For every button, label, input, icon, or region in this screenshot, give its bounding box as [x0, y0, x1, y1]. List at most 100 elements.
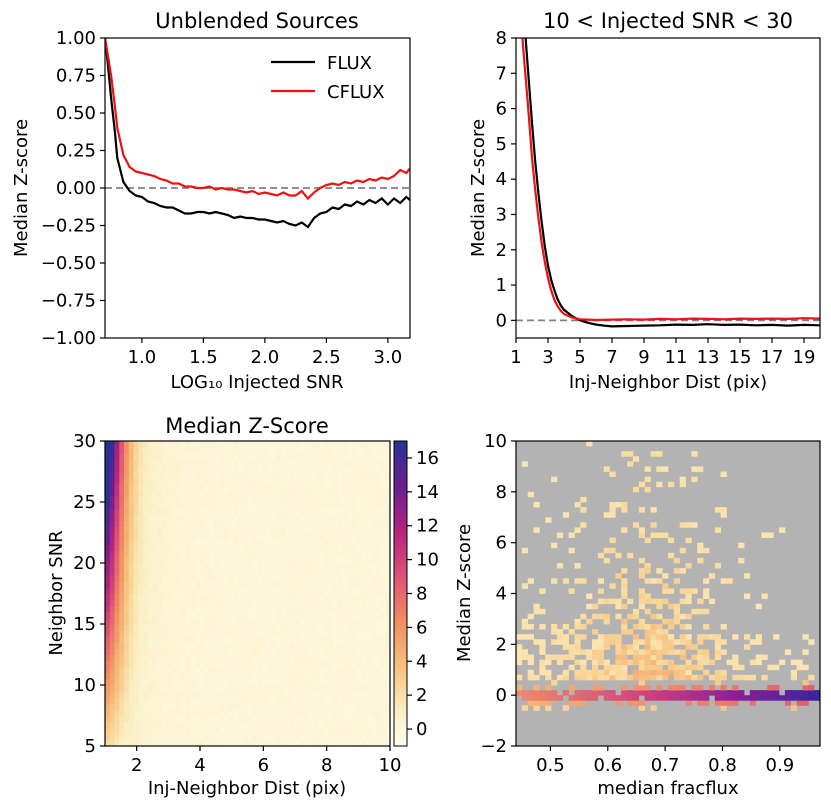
- p3-cell: [323, 514, 329, 521]
- p3-cell: [214, 514, 220, 521]
- p3-cell: [105, 697, 111, 704]
- p3-cell: [295, 453, 301, 460]
- p3-cell: [209, 514, 215, 521]
- p3-cell: [290, 636, 296, 643]
- p4-cell: [627, 629, 634, 635]
- p3-cell: [147, 685, 154, 692]
- p3-cell: [366, 471, 372, 479]
- p4-cell: [685, 700, 692, 706]
- p3-cell: [276, 538, 282, 546]
- p3-cell: [166, 605, 173, 613]
- p3-cell: [190, 715, 196, 723]
- p3-cell: [371, 593, 377, 601]
- p3-cell: [295, 471, 301, 479]
- p3-cell: [214, 666, 220, 674]
- p3-cell: [214, 520, 220, 527]
- p3-cell: [242, 441, 249, 448]
- p4-cell: [720, 507, 727, 513]
- p3-cell: [147, 447, 154, 454]
- p3-cell: [219, 630, 225, 637]
- p3-cell: [280, 703, 287, 710]
- p3-cell: [309, 660, 315, 668]
- p3-cell: [375, 532, 382, 540]
- p3-cell: [185, 697, 192, 704]
- p3-cell: [371, 739, 377, 746]
- p4-cell: [632, 659, 640, 666]
- p3-cell: [233, 636, 239, 643]
- p3-cell: [342, 709, 348, 717]
- p3-cell: [209, 611, 215, 619]
- p4-cell: [603, 512, 610, 518]
- p3-cell: [209, 678, 215, 686]
- p3-cell: [152, 624, 158, 631]
- p3-cell: [195, 709, 201, 717]
- p3-ytick-label: 30: [73, 431, 96, 452]
- p3-cell: [380, 563, 386, 570]
- p3-cell: [185, 465, 192, 473]
- p3-cell: [152, 508, 158, 515]
- p3-cell: [219, 685, 225, 692]
- p3-cell: [295, 477, 301, 485]
- p3-cell: [323, 520, 329, 527]
- p3-cell: [119, 544, 125, 552]
- p3-cell: [375, 569, 382, 576]
- p3-cell: [261, 617, 268, 625]
- p3-cell: [337, 703, 344, 710]
- p3-cell: [138, 520, 144, 527]
- p4-cell: [580, 659, 587, 666]
- p3-cell: [314, 630, 320, 637]
- p3-cell: [105, 709, 111, 717]
- p3-cell: [257, 617, 263, 625]
- p3-cell: [238, 678, 244, 686]
- p3-cell: [128, 556, 135, 564]
- p3-cell: [119, 685, 125, 692]
- p3-cell: [276, 648, 282, 656]
- p4-cell: [533, 705, 540, 711]
- p3-cell: [109, 465, 116, 473]
- p3-cell: [228, 489, 234, 497]
- p3-cell: [266, 617, 272, 625]
- p3-cell: [285, 483, 291, 491]
- p4-cell: [802, 664, 809, 671]
- p4-cell: [697, 654, 704, 660]
- p3-cell: [257, 648, 263, 656]
- p3-cell: [356, 636, 363, 643]
- p3-cell: [252, 483, 258, 491]
- p3-cell: [195, 544, 201, 552]
- p3-cell: [247, 502, 253, 509]
- p3-cell: [124, 441, 130, 448]
- p3-cell: [247, 654, 253, 662]
- p3-cell: [347, 642, 353, 649]
- p3-cell: [347, 678, 353, 686]
- p3-cell: [204, 733, 211, 741]
- p3-cell: [152, 575, 158, 582]
- p3-cell: [361, 471, 367, 479]
- p3-cell: [152, 715, 158, 723]
- p3-cell: [318, 520, 325, 527]
- p4-cell: [533, 502, 540, 508]
- p3-cell: [200, 624, 206, 631]
- p3-cell: [333, 636, 339, 643]
- p3-cell: [219, 624, 225, 631]
- p4-cell: [609, 674, 616, 681]
- p4-cell: [784, 649, 792, 655]
- p3-cell: [119, 624, 125, 631]
- p3-cell: [380, 556, 386, 564]
- p3-cell: [328, 727, 334, 735]
- p4-cell: [714, 527, 721, 533]
- p3-cell: [195, 447, 201, 454]
- p3-cell: [271, 685, 277, 692]
- p3-cell: [185, 739, 192, 746]
- p3-cell: [128, 654, 135, 662]
- p4-cell: [749, 639, 756, 645]
- p3-cell: [361, 453, 367, 460]
- p3-cell: [285, 642, 291, 649]
- p3-cell: [181, 605, 187, 613]
- p3-cell: [128, 489, 135, 497]
- p3-cell: [285, 654, 291, 662]
- p3-cell: [204, 581, 211, 588]
- p3-cell: [261, 544, 268, 552]
- p3-cell: [109, 666, 116, 674]
- p3-cell: [124, 465, 130, 473]
- p3-cell: [366, 544, 372, 552]
